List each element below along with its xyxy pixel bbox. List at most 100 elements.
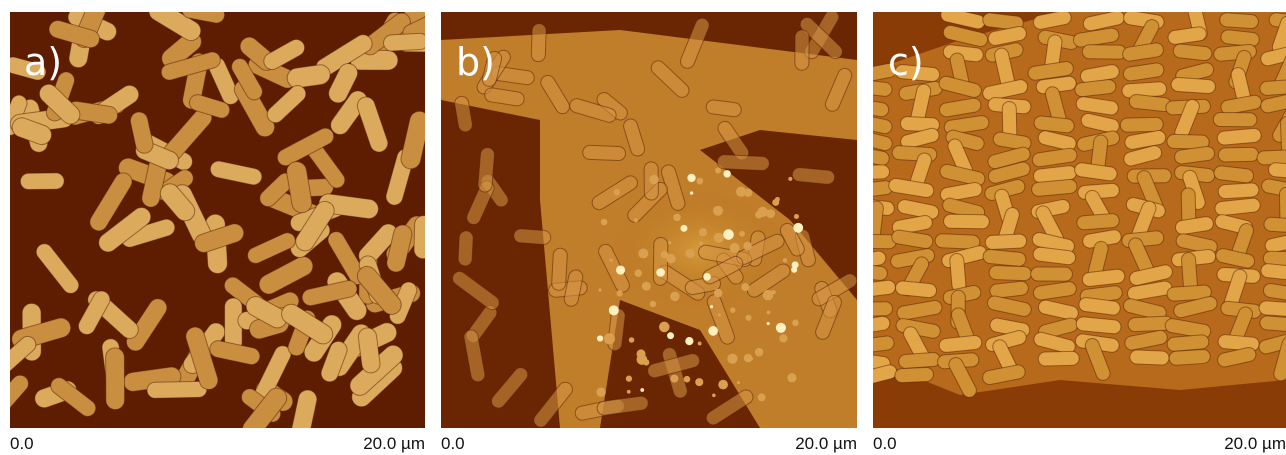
particle [680, 225, 687, 232]
afm-image-a [0, 0, 448, 452]
particle [684, 376, 691, 383]
particle [601, 219, 608, 226]
particle [616, 290, 622, 296]
particle [596, 388, 605, 397]
bacterium [1120, 117, 1163, 132]
particle [743, 242, 751, 250]
particle [634, 269, 642, 277]
particle [650, 301, 656, 307]
particle [758, 393, 766, 401]
particle [767, 322, 770, 325]
particle [703, 273, 711, 281]
bacterium [551, 248, 567, 291]
panel-label: a) [24, 40, 62, 84]
particle [685, 337, 693, 345]
particle [629, 337, 635, 343]
particle [687, 174, 695, 182]
particle [634, 218, 638, 222]
particle [638, 248, 648, 258]
particle [604, 333, 615, 344]
particle [597, 335, 603, 341]
afm-image-b [441, 8, 859, 430]
bacterium [898, 352, 940, 369]
particle [713, 206, 723, 216]
particle [656, 268, 665, 277]
particle [598, 288, 601, 291]
particle [695, 378, 703, 386]
particle [690, 191, 693, 194]
particle [730, 307, 736, 313]
bacterium [1130, 350, 1170, 365]
bacterium [653, 237, 668, 285]
particle [715, 167, 721, 173]
particle [727, 354, 737, 364]
particle [712, 394, 716, 398]
particle [746, 315, 752, 321]
particle [708, 326, 718, 336]
bacterium [943, 214, 989, 229]
particle [685, 249, 694, 258]
bacterium [1218, 183, 1259, 199]
bacterium [1076, 213, 1119, 230]
bacterium [147, 381, 207, 398]
particle [792, 319, 799, 326]
scale-start: 0.0 [441, 434, 465, 453]
particle [636, 349, 645, 358]
particle [649, 175, 659, 185]
particle [626, 376, 632, 382]
bacterium [989, 265, 1032, 281]
particle [788, 177, 792, 181]
particle [642, 282, 651, 291]
particle [699, 228, 707, 236]
particle [699, 241, 703, 245]
bacterium [1219, 12, 1259, 29]
bacterium [458, 231, 474, 267]
bacterium [1218, 147, 1259, 162]
particle [698, 342, 702, 346]
particle [670, 375, 678, 383]
particle [794, 214, 799, 219]
particle [714, 233, 724, 243]
particle [772, 290, 776, 294]
particle [736, 187, 746, 197]
bacterium [383, 33, 428, 51]
particle [772, 199, 779, 206]
particle [697, 181, 700, 184]
scale-end: 20.0 µm [795, 434, 857, 453]
particle [616, 265, 625, 274]
bacterium [717, 154, 770, 170]
particle [627, 390, 631, 394]
bacterium [477, 147, 495, 192]
particle [787, 373, 796, 382]
scale-start: 0.0 [873, 434, 897, 453]
particle [668, 241, 671, 244]
particle [755, 348, 764, 357]
panel-label: c) [888, 40, 924, 84]
page: a) b) c) 0.0 20.0 µm 0.0 20.0 µm 0.0 20.… [0, 0, 1286, 455]
bacterium [414, 215, 433, 259]
particle [710, 305, 713, 308]
bacterium [985, 234, 1027, 250]
bacterium [1082, 45, 1126, 60]
bacterium [795, 30, 809, 70]
particle [730, 243, 740, 253]
particle [783, 258, 788, 263]
particle [723, 229, 734, 240]
bacterium [531, 23, 546, 62]
particle [767, 310, 771, 314]
particle [758, 207, 768, 217]
particle [779, 334, 787, 342]
bacterium [513, 228, 551, 245]
particle [673, 214, 681, 222]
particle [723, 170, 730, 177]
particle [749, 357, 753, 361]
particle [793, 223, 803, 233]
bacterium [1169, 349, 1211, 366]
particle [739, 231, 745, 237]
scale-start: 0.0 [10, 434, 34, 453]
scale-end: 20.0 µm [1224, 434, 1286, 453]
particle [609, 259, 612, 262]
particle [776, 323, 786, 333]
particle [741, 283, 749, 291]
scale-end: 20.0 µm [363, 434, 425, 453]
